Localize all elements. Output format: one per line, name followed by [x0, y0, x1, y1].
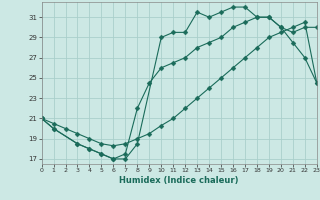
X-axis label: Humidex (Indice chaleur): Humidex (Indice chaleur): [119, 176, 239, 185]
